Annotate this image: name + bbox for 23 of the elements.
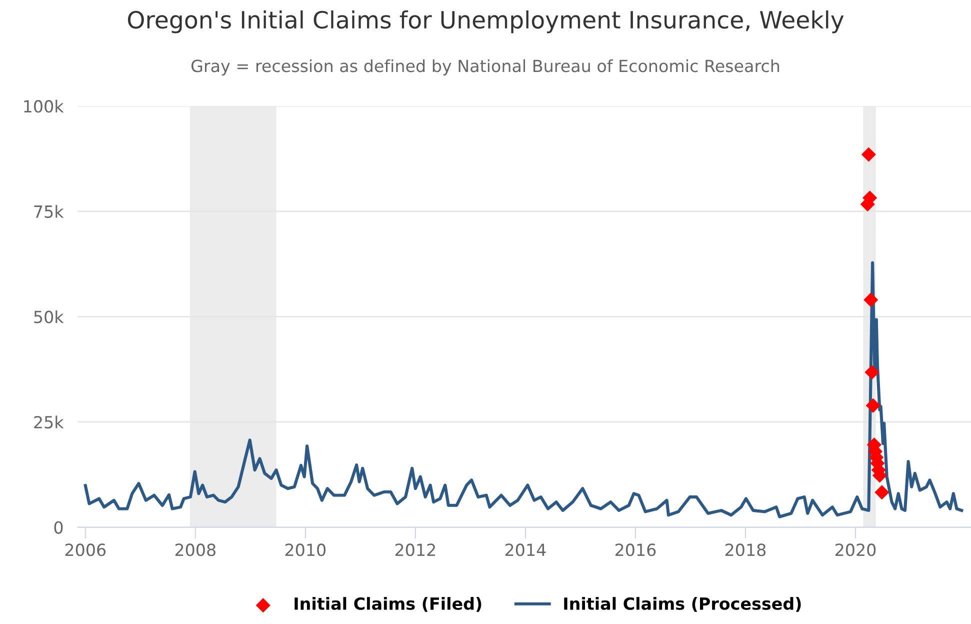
point (866, 398, 880, 413)
chart-title: Oregon's Initial Claims for Unemployment Insurance, Weekly (128, 10, 844, 34)
point (861, 147, 876, 162)
x-tick-label: 2016 (615, 544, 656, 556)
point (864, 364, 880, 380)
y-tick-label: 25k (34, 416, 64, 429)
y-tick-label: 0 (54, 521, 63, 534)
legend-label: Initial Claims (Filed) (294, 597, 482, 612)
x-tick-label: 2018 (725, 544, 766, 556)
x-tick-label: 2008 (175, 544, 216, 556)
chart-subtitle: Gray = recession as defined by National Bureau of Economic Research (191, 59, 780, 76)
x-tick-label: 2006 (65, 544, 106, 556)
point (874, 485, 890, 500)
legend-label: Initial Claims (Processed) (564, 597, 801, 612)
line-series (84, 261, 964, 518)
y-tick-label: 75k (34, 205, 64, 218)
x-tick-label: 2014 (505, 544, 546, 556)
x-tick-label: 2020 (836, 544, 876, 556)
y-tick-label: 50k (34, 310, 64, 324)
x-tick-label: 2010 (285, 544, 326, 556)
x-tick-label: 2012 (395, 544, 435, 556)
y-tick-label: 100k (24, 100, 64, 113)
point (864, 292, 878, 308)
